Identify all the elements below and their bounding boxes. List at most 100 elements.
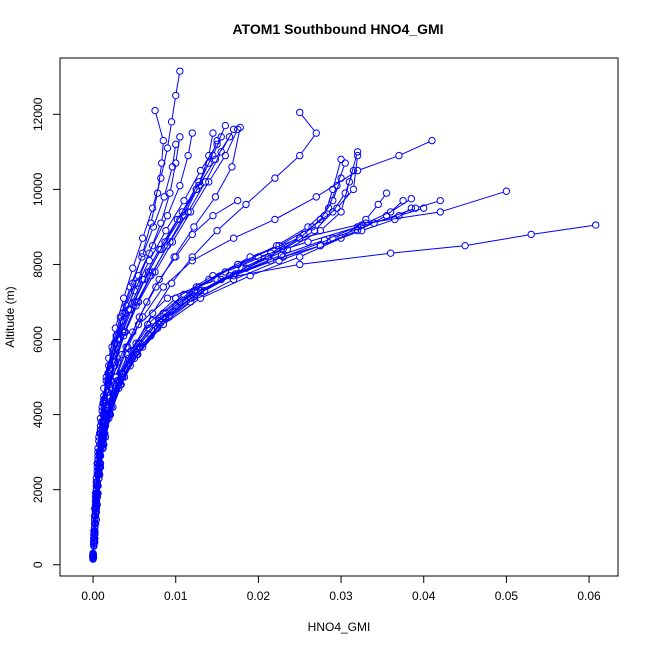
data-point (151, 268, 159, 276)
series-segment (379, 195, 386, 203)
series-segment (139, 274, 154, 300)
data-point (312, 129, 320, 137)
series-segment (143, 226, 151, 251)
data-point (180, 196, 188, 205)
series-segment (236, 257, 281, 276)
data-point (234, 260, 242, 269)
data-point (527, 230, 535, 239)
series-segment (167, 203, 183, 229)
series-segment (238, 255, 279, 274)
data-point (428, 136, 436, 145)
series-segment (149, 300, 174, 323)
data-point (176, 298, 184, 306)
x-tick-label: 0.04 (412, 589, 436, 603)
data-point (242, 200, 250, 209)
data-point (407, 204, 416, 212)
data-point (95, 452, 104, 460)
data-point (296, 108, 304, 117)
series-segment (302, 253, 388, 265)
series-segment (178, 191, 196, 217)
data-point (411, 204, 420, 212)
data-point (162, 309, 170, 317)
data-point (157, 318, 165, 327)
data-point (234, 196, 242, 205)
series-segment (215, 201, 236, 215)
data-point (382, 189, 391, 197)
series-segment (281, 246, 318, 261)
data-point (148, 268, 157, 276)
data-point (221, 121, 230, 130)
data-point (148, 309, 157, 317)
series-segment (151, 196, 158, 221)
series-segment (149, 225, 161, 251)
series-segment (333, 180, 341, 198)
data-point (122, 343, 130, 351)
series-segment (126, 319, 139, 345)
data-point (277, 251, 286, 259)
data-point (173, 215, 182, 224)
series-segment (108, 365, 115, 390)
data-point (147, 219, 155, 227)
series-segment (165, 262, 191, 286)
data-point (138, 234, 147, 242)
data-point (99, 439, 107, 447)
data-point (145, 249, 153, 257)
series-segment (301, 221, 319, 237)
data-point (166, 189, 174, 197)
data-point (353, 166, 362, 175)
series-segment (329, 188, 337, 206)
series-segment (103, 421, 109, 446)
series-segment (401, 141, 430, 155)
series-segment (316, 213, 331, 229)
data-point (172, 91, 180, 100)
data-point (329, 208, 337, 216)
series-segment (323, 231, 355, 245)
series-segment (143, 251, 159, 277)
series-segment (113, 323, 122, 348)
series-segment (102, 380, 107, 404)
data-point (153, 189, 162, 197)
data-point (209, 151, 217, 160)
data-point (90, 534, 98, 543)
series-segment (157, 259, 173, 285)
series-segment (210, 158, 225, 180)
data-point (102, 373, 110, 381)
data-point (133, 279, 141, 287)
series-segment (126, 304, 138, 330)
data-point (195, 283, 203, 291)
series-segment (99, 425, 104, 450)
series-segment (337, 165, 345, 183)
data-point (148, 241, 157, 250)
x-axis: 0.00 0.01 0.02 0.03 0.04 0.05 0.06 (81, 576, 601, 603)
data-point (324, 204, 333, 212)
x-tick-label: 0.02 (247, 589, 271, 603)
data-point (135, 313, 144, 321)
series-segment (161, 196, 170, 221)
series-segment (140, 300, 166, 323)
series-segment (397, 209, 409, 219)
data-point (320, 236, 329, 244)
series-segment (108, 331, 116, 356)
series-segment (149, 244, 164, 270)
series-segment (208, 136, 213, 153)
series-segment (203, 269, 240, 290)
plot-frame (59, 57, 619, 577)
series-segment (285, 231, 313, 249)
series-segment (163, 297, 192, 322)
series-segment (171, 98, 176, 119)
series-segment (161, 151, 168, 176)
series-segment (168, 292, 199, 316)
data-point (362, 215, 370, 224)
series-segment (171, 214, 187, 240)
data-point (229, 234, 238, 242)
series-segment (302, 239, 339, 257)
series-segment (103, 361, 109, 386)
data-point (126, 283, 134, 291)
data-point (312, 193, 320, 201)
series-segment (393, 245, 462, 254)
series-segment (170, 280, 215, 298)
series-segment (276, 157, 298, 177)
series-segment (201, 146, 216, 169)
series-segment (135, 274, 148, 300)
series-segment (128, 319, 142, 345)
